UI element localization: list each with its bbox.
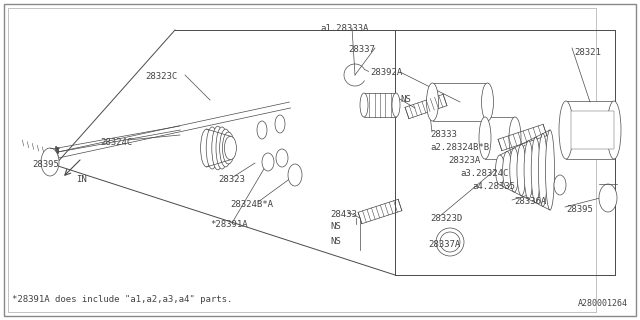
Text: 28323C: 28323C — [145, 72, 177, 81]
Text: 28323: 28323 — [218, 175, 245, 184]
Bar — [571, 111, 614, 149]
Ellipse shape — [223, 132, 234, 164]
Ellipse shape — [517, 144, 526, 196]
Text: NS: NS — [330, 237, 340, 246]
Ellipse shape — [392, 93, 400, 117]
Ellipse shape — [531, 137, 540, 203]
Text: 28321: 28321 — [574, 48, 601, 57]
Ellipse shape — [225, 136, 236, 160]
Ellipse shape — [502, 151, 511, 188]
Ellipse shape — [426, 83, 438, 121]
Ellipse shape — [275, 115, 285, 133]
Bar — [566, 101, 614, 159]
Ellipse shape — [436, 228, 464, 256]
Ellipse shape — [599, 184, 617, 212]
Ellipse shape — [288, 164, 302, 186]
Bar — [364, 93, 396, 117]
Ellipse shape — [538, 133, 547, 206]
Text: 28323D: 28323D — [430, 214, 462, 223]
Ellipse shape — [495, 155, 504, 185]
Ellipse shape — [212, 126, 224, 170]
Text: 28433: 28433 — [330, 210, 357, 219]
Ellipse shape — [262, 153, 274, 171]
Text: 28337A: 28337A — [428, 240, 460, 249]
Text: 28324B*A: 28324B*A — [230, 200, 273, 209]
Text: *28391A does include "a1,a2,a3,a4" parts.: *28391A does include "a1,a2,a3,a4" parts… — [12, 295, 232, 304]
Ellipse shape — [607, 101, 621, 159]
Ellipse shape — [200, 129, 212, 167]
Ellipse shape — [206, 127, 218, 169]
Ellipse shape — [440, 232, 460, 252]
Ellipse shape — [545, 130, 554, 210]
Text: a4.28335: a4.28335 — [472, 182, 515, 191]
Text: 28395: 28395 — [32, 160, 59, 169]
Ellipse shape — [481, 83, 493, 121]
Text: a3.28324C: a3.28324C — [460, 169, 508, 178]
Ellipse shape — [360, 93, 368, 117]
Text: NS: NS — [330, 222, 340, 231]
Text: 28395: 28395 — [566, 205, 593, 214]
Text: NS: NS — [400, 95, 411, 104]
Ellipse shape — [220, 129, 232, 167]
Ellipse shape — [524, 141, 533, 199]
Text: 28333: 28333 — [430, 130, 457, 139]
Text: 28323A: 28323A — [448, 156, 480, 165]
Text: *28391A: *28391A — [210, 220, 248, 229]
Bar — [433, 83, 488, 121]
Text: 28336A: 28336A — [514, 197, 547, 206]
Text: a2.28324B*B: a2.28324B*B — [430, 143, 489, 152]
Ellipse shape — [510, 148, 519, 192]
Text: 28337: 28337 — [348, 45, 375, 54]
Ellipse shape — [257, 121, 267, 139]
Ellipse shape — [216, 127, 228, 169]
Ellipse shape — [559, 101, 573, 159]
Ellipse shape — [554, 175, 566, 195]
Text: A280001264: A280001264 — [578, 299, 628, 308]
Text: 28324C: 28324C — [100, 138, 132, 147]
Text: a1.28333A: a1.28333A — [320, 24, 369, 33]
Bar — [485, 117, 515, 159]
Text: IN: IN — [76, 175, 87, 184]
Text: 28392A: 28392A — [370, 68, 403, 77]
Ellipse shape — [276, 149, 288, 167]
Ellipse shape — [509, 117, 521, 159]
Ellipse shape — [479, 117, 491, 159]
Ellipse shape — [41, 148, 59, 176]
